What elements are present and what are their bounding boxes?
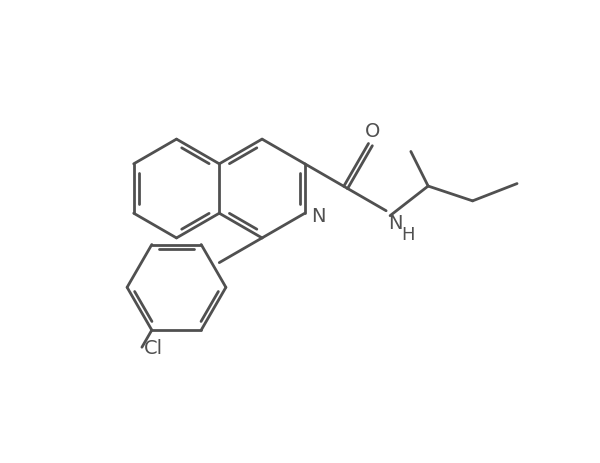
Text: H: H [401,225,415,243]
Text: N: N [311,207,325,225]
Text: Cl: Cl [144,338,163,357]
Text: N: N [389,214,403,233]
Text: O: O [365,122,380,140]
